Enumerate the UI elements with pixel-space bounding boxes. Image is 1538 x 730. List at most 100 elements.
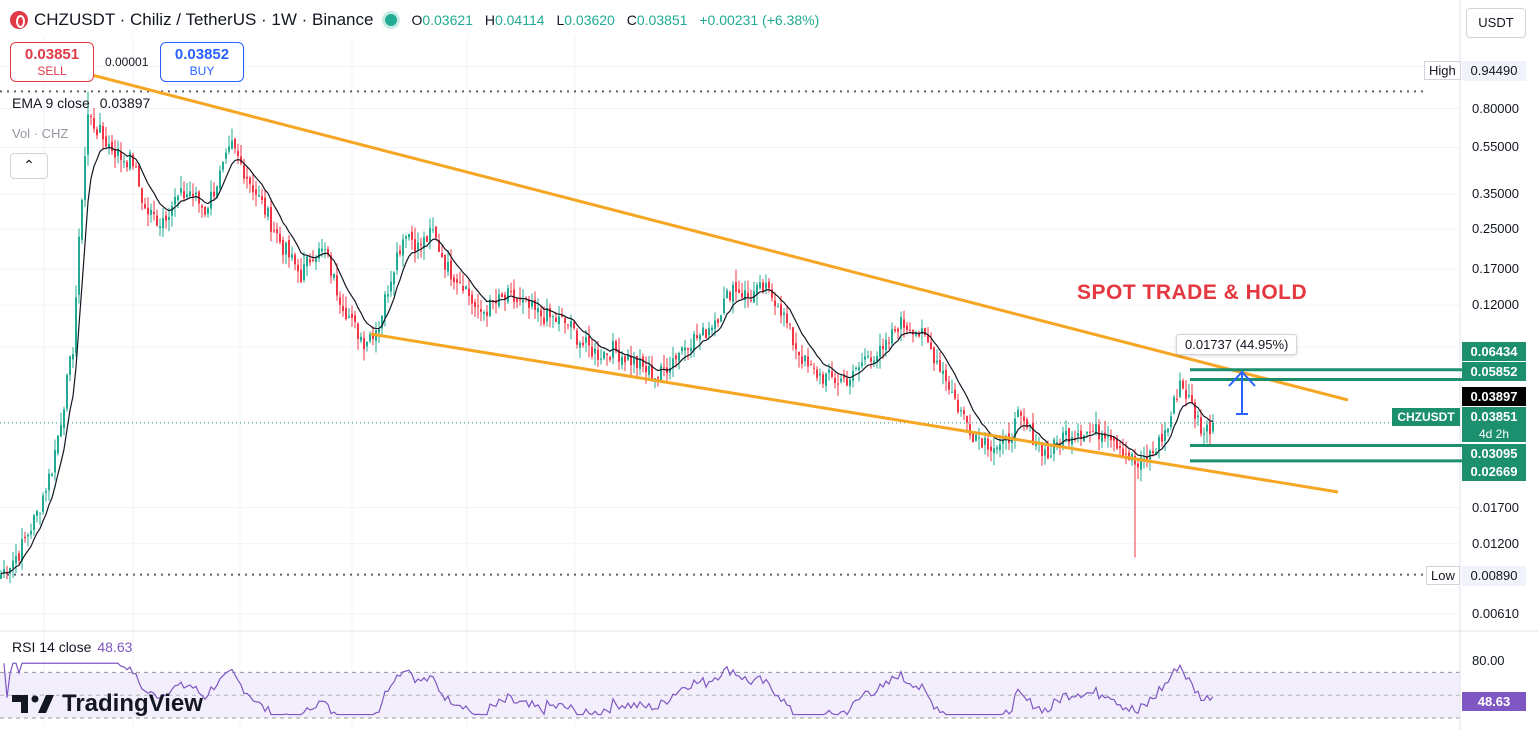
candle-body xyxy=(768,281,770,289)
candle-body xyxy=(531,301,533,307)
candle-body xyxy=(120,151,122,161)
candle-body xyxy=(516,298,518,302)
candle-body xyxy=(618,349,620,362)
candle-body xyxy=(324,249,326,251)
candle-body xyxy=(372,334,374,339)
collapse-legend-button[interactable]: ⌃ xyxy=(10,153,48,179)
candle-body xyxy=(528,299,530,308)
ema-label: EMA 9 close xyxy=(12,95,90,111)
candle-body xyxy=(1194,402,1196,419)
candle-body xyxy=(879,345,881,358)
candle-body xyxy=(714,320,716,329)
candle-body xyxy=(42,495,44,512)
candle-body xyxy=(1155,451,1157,454)
candle-body xyxy=(891,329,893,344)
price-axis-label: 0.01200 xyxy=(1472,535,1519,551)
candle-body xyxy=(105,136,107,147)
candle-body xyxy=(1116,438,1118,449)
candle-body xyxy=(954,389,956,399)
candle-body xyxy=(432,229,434,231)
candle-body xyxy=(774,300,776,307)
candle-body xyxy=(627,355,629,360)
candle-body xyxy=(399,250,401,254)
tradingview-logo[interactable]: TradingView xyxy=(12,690,203,718)
candle-body xyxy=(657,376,659,379)
symbol-title[interactable]: CHZUSDT · Chiliz / TetherUS · 1W · Binan… xyxy=(34,10,374,29)
upper-trendline xyxy=(87,72,1349,402)
candle-body xyxy=(756,285,758,295)
candle-body xyxy=(267,207,269,217)
candle-body xyxy=(813,367,815,369)
candle-body xyxy=(972,432,974,443)
candle-body xyxy=(66,374,68,409)
candles[interactable] xyxy=(0,91,1214,584)
buy-label: BUY xyxy=(189,64,215,78)
candle-body xyxy=(318,248,320,259)
candle-body xyxy=(477,305,479,307)
candle-body xyxy=(858,367,860,371)
candle-body xyxy=(213,191,215,197)
candle-body xyxy=(741,293,743,298)
annotation-text[interactable]: SPOT TRADE & HOLD xyxy=(1077,281,1308,304)
candle-body xyxy=(1191,395,1193,404)
candle-body xyxy=(960,410,962,412)
candle-body xyxy=(909,329,911,331)
candle-body xyxy=(1137,463,1139,468)
candle-body xyxy=(828,369,830,373)
buy-button[interactable]: 0.03852 BUY xyxy=(160,42,244,82)
candle-body xyxy=(660,365,662,381)
candle-body xyxy=(762,282,764,292)
candle-body xyxy=(309,259,311,263)
candle-body xyxy=(1152,450,1154,453)
candle-body xyxy=(543,317,545,325)
candle-body xyxy=(9,567,11,574)
candle-body xyxy=(450,260,452,280)
candle-body xyxy=(1212,422,1214,432)
measure-label[interactable]: 0.01737 (44.95%) xyxy=(1176,334,1298,355)
candle-body xyxy=(915,332,917,336)
candle-body xyxy=(216,186,218,198)
candle-body xyxy=(255,189,257,195)
candle-body xyxy=(942,370,944,374)
candle-body xyxy=(711,327,713,331)
open-key: O xyxy=(411,12,423,28)
candle-body xyxy=(819,373,821,376)
sell-button[interactable]: 0.03851 SELL xyxy=(10,42,94,82)
candle-body xyxy=(672,358,674,368)
candle-body xyxy=(234,138,236,149)
candle-body xyxy=(153,211,155,214)
candle-body xyxy=(729,292,731,301)
candle-body xyxy=(81,200,83,240)
candle-body xyxy=(843,375,845,378)
candle-body xyxy=(456,279,458,283)
candle-body xyxy=(699,335,701,340)
candle-body xyxy=(846,378,848,386)
candle-body xyxy=(501,293,503,297)
candle-body xyxy=(867,355,869,358)
candle-body xyxy=(1047,446,1049,459)
candle-body xyxy=(51,474,53,477)
currency-selector[interactable]: USDT xyxy=(1466,8,1526,38)
candle-body xyxy=(99,124,101,133)
candle-body xyxy=(195,192,197,195)
candle-body xyxy=(381,315,383,329)
candle-body xyxy=(138,165,140,187)
candle-body xyxy=(969,424,971,436)
candle-body xyxy=(60,425,62,437)
volume-legend[interactable]: Vol · CHZ xyxy=(12,126,69,141)
close-key: C xyxy=(626,12,637,28)
candle-body xyxy=(1110,435,1112,441)
candle-body xyxy=(405,236,407,239)
candle-body xyxy=(96,129,98,136)
candle-body xyxy=(333,273,335,278)
high-low-lines xyxy=(0,90,1460,576)
rsi-legend[interactable]: RSI 14 close 48.63 xyxy=(12,639,132,655)
candle-body xyxy=(36,510,38,516)
ema-legend[interactable]: EMA 9 close 0.03897 xyxy=(12,95,150,111)
sell-label: SELL xyxy=(37,64,67,78)
candle-body xyxy=(312,259,314,262)
candle-body xyxy=(279,233,281,243)
candle-body xyxy=(876,356,878,362)
drawings[interactable] xyxy=(87,72,1462,494)
